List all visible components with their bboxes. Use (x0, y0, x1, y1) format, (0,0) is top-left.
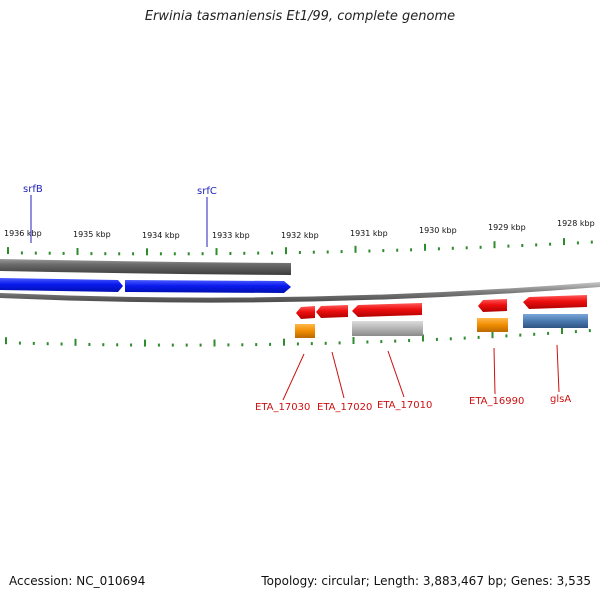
gene-ETA_17010-arrow[interactable] (352, 303, 422, 317)
gene-label-srfB[interactable]: srfB (23, 184, 43, 195)
tick-label: 1930 kbp (419, 226, 457, 235)
tick-label: 1929 kbp (488, 223, 526, 232)
feature-gray (352, 321, 423, 336)
gene-label-ETA_17030[interactable]: ETA_17030 (255, 402, 310, 413)
accession-text: Accession: NC_010694 (9, 574, 146, 588)
gene-label-ETA_17010[interactable]: ETA_17010 (377, 400, 432, 411)
associated-features (295, 314, 588, 338)
feature-orange (477, 318, 508, 332)
gene-ETA_17020-arrow[interactable] (316, 305, 348, 318)
tick-label: 1928 kbp (557, 219, 595, 228)
gene-label-glsA[interactable]: glsA (550, 394, 571, 405)
region-band (0, 259, 291, 275)
gene-label-ETA_16990[interactable]: ETA_16990 (469, 396, 524, 407)
genome-backbone (0, 282, 600, 303)
genome-summary-text: Topology: circular; Length: 3,883,467 bp… (261, 574, 591, 588)
gene-srfC-arrow[interactable] (125, 280, 291, 293)
gene-glsA-arrow[interactable] (523, 295, 587, 309)
reverse-genes (296, 295, 587, 319)
label-leaders (30, 195, 560, 401)
feature-steelblue (523, 314, 588, 328)
gene-label-srfC[interactable]: srfC (197, 186, 217, 197)
tick-label: 1934 kbp (142, 231, 180, 240)
tick-label: 1935 kbp (73, 230, 111, 239)
gene-label-ETA_17020[interactable]: ETA_17020 (317, 402, 372, 413)
scale-ticks-top (7, 238, 593, 256)
tick-label: 1932 kbp (281, 231, 319, 240)
tick-label: 1931 kbp (350, 229, 388, 238)
gene-srfB-arrow[interactable] (0, 278, 123, 292)
map-title: Erwinia tasmaniensis Et1/99, complete ge… (144, 9, 456, 24)
gene-ETA_17030-arrow[interactable] (296, 306, 315, 319)
tick-label: 1936 kbp (4, 229, 42, 238)
tick-label: 1933 kbp (212, 231, 250, 240)
scale-ticks-bottom (5, 327, 591, 347)
feature-orange (295, 324, 315, 338)
forward-genes (0, 278, 291, 293)
scale-labels: 1936 kbp 1935 kbp 1934 kbp 1933 kbp 1932… (4, 219, 595, 240)
gene-ETA_16990-arrow[interactable] (478, 299, 507, 312)
